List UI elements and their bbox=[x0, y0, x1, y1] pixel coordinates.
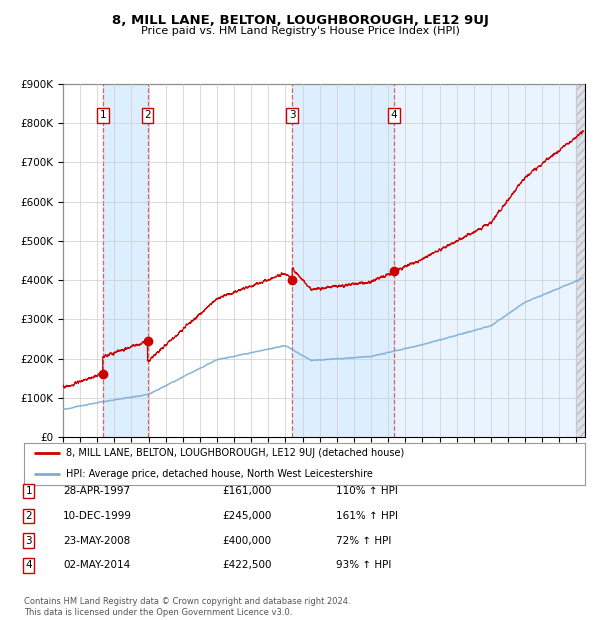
Text: 72% ↑ HPI: 72% ↑ HPI bbox=[336, 536, 391, 546]
Text: 3: 3 bbox=[25, 536, 32, 546]
Text: 02-MAY-2014: 02-MAY-2014 bbox=[63, 560, 130, 570]
Text: 8, MILL LANE, BELTON, LOUGHBOROUGH, LE12 9UJ (detached house): 8, MILL LANE, BELTON, LOUGHBOROUGH, LE12… bbox=[66, 448, 404, 458]
Text: £422,500: £422,500 bbox=[222, 560, 271, 570]
Text: 4: 4 bbox=[391, 110, 397, 120]
Text: Contains HM Land Registry data © Crown copyright and database right 2024.
This d: Contains HM Land Registry data © Crown c… bbox=[24, 598, 350, 617]
Bar bbox=[394, 84, 577, 437]
Text: £400,000: £400,000 bbox=[222, 536, 271, 546]
Text: 3: 3 bbox=[289, 110, 295, 120]
Text: 110% ↑ HPI: 110% ↑ HPI bbox=[336, 486, 398, 496]
Text: 2: 2 bbox=[25, 511, 32, 521]
Text: 2: 2 bbox=[144, 110, 151, 120]
Text: Price paid vs. HM Land Registry's House Price Index (HPI): Price paid vs. HM Land Registry's House … bbox=[140, 26, 460, 36]
Text: £161,000: £161,000 bbox=[222, 486, 271, 496]
Text: 4: 4 bbox=[25, 560, 32, 570]
Text: 1: 1 bbox=[100, 110, 106, 120]
Text: 93% ↑ HPI: 93% ↑ HPI bbox=[336, 560, 391, 570]
Text: 8, MILL LANE, BELTON, LOUGHBOROUGH, LE12 9UJ: 8, MILL LANE, BELTON, LOUGHBOROUGH, LE12… bbox=[112, 14, 488, 27]
Text: 28-APR-1997: 28-APR-1997 bbox=[63, 486, 130, 496]
Text: HPI: Average price, detached house, North West Leicestershire: HPI: Average price, detached house, Nort… bbox=[66, 469, 373, 479]
Bar bbox=[103, 84, 148, 437]
Text: 161% ↑ HPI: 161% ↑ HPI bbox=[336, 511, 398, 521]
Bar bbox=[577, 84, 585, 437]
Text: 10-DEC-1999: 10-DEC-1999 bbox=[63, 511, 132, 521]
Text: 1: 1 bbox=[25, 486, 32, 496]
Text: 23-MAY-2008: 23-MAY-2008 bbox=[63, 536, 130, 546]
Text: £245,000: £245,000 bbox=[222, 511, 271, 521]
Bar bbox=[577, 84, 585, 437]
Bar bbox=[292, 84, 394, 437]
